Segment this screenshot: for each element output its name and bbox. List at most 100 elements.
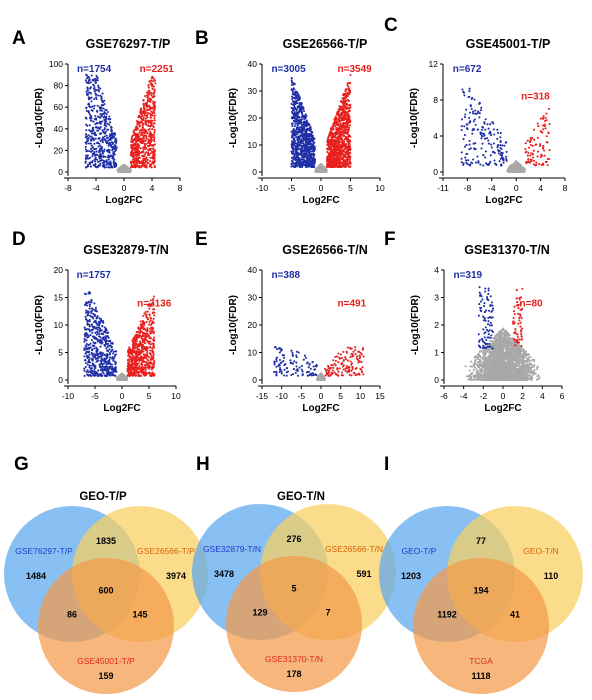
point-down	[84, 133, 88, 136]
point-up	[135, 120, 138, 123]
point-down	[290, 110, 294, 113]
point-up	[337, 143, 340, 147]
point-down	[293, 103, 297, 106]
x-tick-label: 5	[348, 183, 353, 193]
point-down	[102, 137, 105, 140]
point-down	[108, 156, 111, 159]
point-up	[150, 107, 153, 110]
point-down	[305, 125, 308, 128]
point-up	[148, 135, 151, 138]
point-up	[347, 144, 350, 147]
point-up	[143, 112, 146, 115]
point-up	[338, 131, 342, 134]
point-down	[85, 117, 88, 120]
point-down	[308, 141, 311, 144]
point-up	[339, 145, 343, 148]
point-up	[149, 163, 152, 166]
point-up	[338, 147, 341, 150]
point-up	[340, 100, 343, 103]
point-up	[349, 162, 352, 165]
point-down	[291, 144, 294, 147]
point-up	[139, 109, 142, 112]
y-tick-label: 0	[58, 167, 63, 177]
point-up	[345, 106, 348, 109]
point-down	[290, 117, 293, 120]
point-down	[114, 144, 117, 147]
point-down	[91, 105, 94, 108]
point-up	[335, 163, 338, 166]
point-down	[293, 153, 296, 156]
point-down	[89, 147, 93, 151]
point-up	[349, 151, 352, 155]
point-ns	[123, 164, 126, 167]
point-up	[347, 99, 350, 102]
point-up	[348, 89, 352, 92]
point-down	[84, 161, 87, 164]
point-up	[144, 157, 147, 160]
point-down	[293, 88, 296, 91]
point-up	[342, 112, 345, 115]
point-down	[90, 92, 93, 95]
point-down	[92, 164, 95, 167]
point-down	[294, 129, 297, 132]
point-down	[109, 155, 113, 158]
point-up	[344, 137, 347, 140]
point-down	[99, 87, 102, 90]
point-up	[346, 164, 350, 167]
point-down	[98, 151, 101, 154]
point-up	[152, 154, 155, 157]
point-down	[90, 119, 93, 122]
point-down	[103, 135, 106, 138]
point-up	[335, 127, 338, 130]
point-up	[331, 136, 334, 139]
point-up	[130, 164, 133, 167]
point-ns	[320, 167, 323, 170]
point-up	[328, 166, 331, 169]
point-down	[104, 155, 107, 158]
point-down	[309, 165, 313, 168]
point-up	[153, 79, 156, 82]
point-up	[343, 155, 347, 158]
point-down	[99, 113, 102, 116]
point-up	[141, 124, 144, 128]
point-down	[86, 77, 89, 80]
point-up	[135, 165, 138, 168]
point-down	[97, 164, 100, 167]
point-up	[342, 108, 345, 111]
point-down	[296, 151, 299, 154]
point-down	[299, 153, 302, 156]
point-up	[333, 161, 336, 164]
point-down	[308, 129, 312, 132]
point-down	[113, 158, 116, 161]
point-up	[344, 147, 347, 150]
point-down	[294, 132, 297, 135]
point-up	[151, 119, 154, 122]
point-up	[144, 139, 147, 142]
point-down	[91, 130, 94, 133]
point-up	[143, 107, 146, 110]
point-up	[147, 138, 150, 141]
point-up	[139, 115, 142, 118]
point-down	[99, 153, 102, 156]
point-down	[304, 115, 307, 118]
point-up	[332, 143, 335, 146]
point-down	[86, 139, 90, 142]
point-up	[142, 122, 145, 126]
point-down	[297, 93, 300, 97]
point-ns	[118, 168, 121, 171]
point-up	[140, 133, 143, 137]
point-up	[149, 100, 152, 103]
point-down	[94, 123, 97, 126]
point-down	[112, 136, 115, 139]
point-down	[101, 92, 104, 95]
point-up	[153, 114, 156, 117]
point-down	[300, 118, 303, 121]
point-up	[147, 145, 150, 148]
point-up	[346, 92, 349, 95]
point-up	[341, 123, 344, 126]
point-up	[135, 140, 138, 143]
point-down	[94, 154, 97, 157]
point-down	[97, 88, 100, 91]
